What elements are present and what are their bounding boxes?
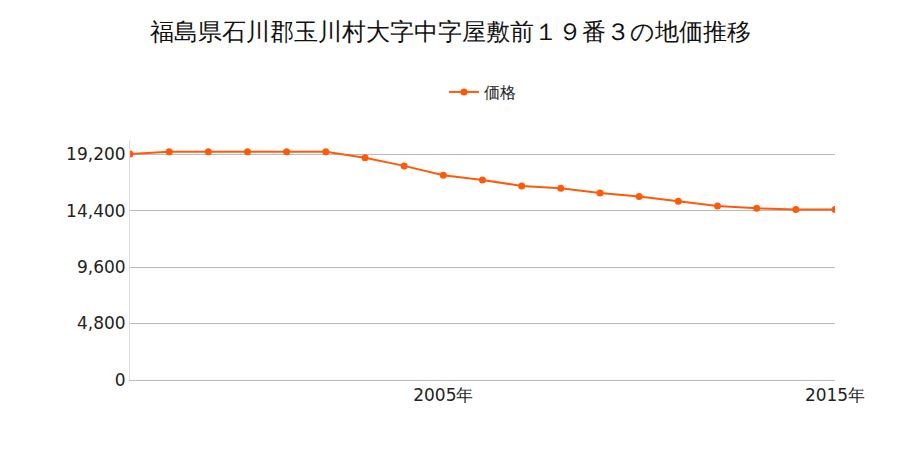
- svg-text:9,600: 9,600: [77, 257, 126, 277]
- svg-text:2015年: 2015年: [805, 385, 865, 405]
- svg-text:2005年: 2005年: [413, 385, 473, 405]
- svg-text:19,200: 19,200: [66, 144, 125, 164]
- svg-text:14,400: 14,400: [66, 201, 125, 221]
- svg-text:価格: 価格: [484, 83, 516, 102]
- svg-text:4,800: 4,800: [77, 313, 126, 333]
- svg-text:0: 0: [115, 370, 126, 390]
- svg-text:福島県石川郡玉川村大字中字屋敷前１９番３の地価推移: 福島県石川郡玉川村大字中字屋敷前１９番３の地価推移: [150, 18, 751, 46]
